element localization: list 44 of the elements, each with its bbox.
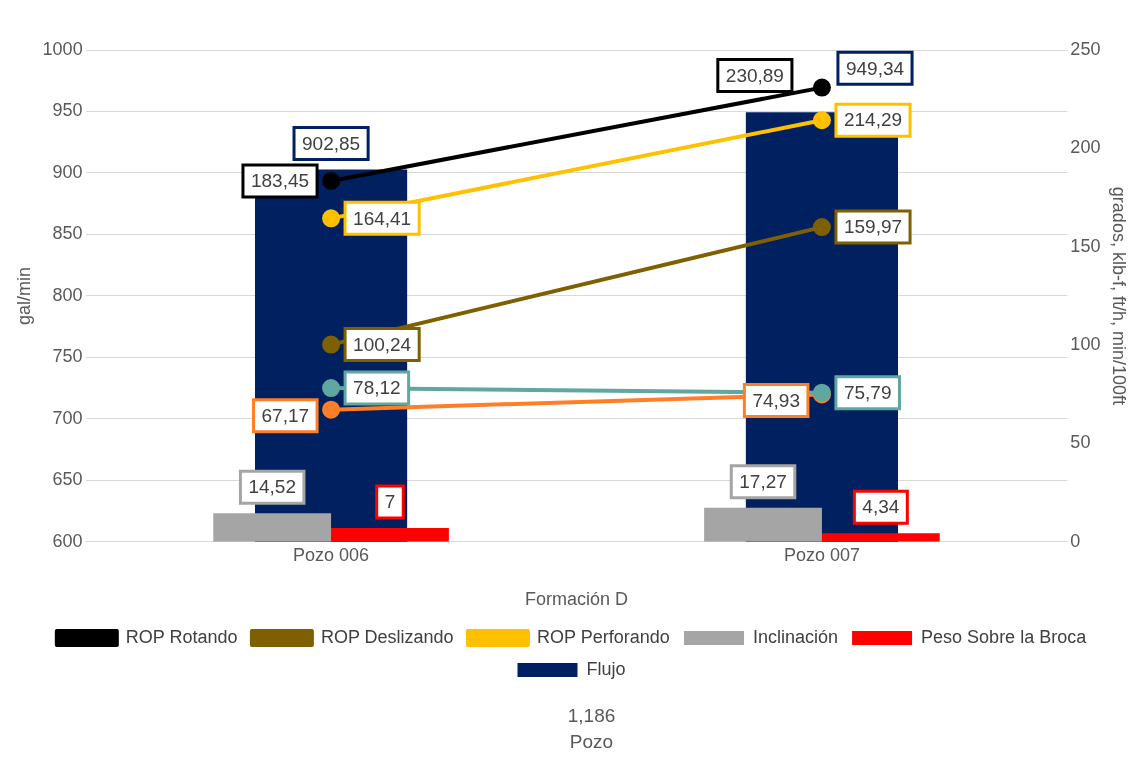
legend-label: ROP Rotando: [125, 626, 238, 647]
data-label: 75,79: [843, 381, 892, 403]
y2-tick-label: 100: [1070, 334, 1101, 355]
text: Pozo: [569, 731, 614, 753]
data-label: 159,97: [843, 216, 903, 238]
x-axis-title: Formación D: [524, 589, 629, 610]
x-tick-label: Pozo 006: [293, 544, 370, 565]
y-tick-label: 950: [52, 100, 83, 121]
y2-tick-label: 200: [1070, 137, 1101, 158]
x-tick-label: Pozo 007: [783, 544, 860, 565]
y-tick-label: 700: [52, 407, 83, 428]
y-axis-title: gal/min: [13, 266, 34, 325]
legend-label: ROP Deslizando: [320, 626, 454, 647]
data-label: 230,89: [725, 64, 784, 86]
legend-label: Peso Sobre la Broca: [921, 626, 1088, 647]
data-label: 164,41: [353, 207, 412, 229]
text: 1,186: [567, 705, 616, 727]
y2-axis-title: grados, klb-f, ft/h, min/100ft: [1109, 186, 1130, 405]
y-tick-label: 900: [52, 161, 83, 182]
data-label: 7: [384, 491, 396, 513]
data-label: 74,93: [752, 389, 800, 411]
y-tick-label: 650: [52, 469, 83, 490]
y-tick-label: 850: [52, 223, 83, 244]
data-label: 67,17: [261, 404, 310, 426]
data-label: 14,52: [248, 476, 296, 498]
y-tick-label: 800: [52, 284, 83, 305]
y2-tick-label: 0: [1070, 530, 1081, 551]
data-label: 17,27: [739, 471, 787, 493]
data-label: 4,34: [862, 496, 900, 518]
data-label: 214,29: [843, 109, 903, 131]
y-tick-label: 750: [52, 346, 83, 367]
data-label: 100,24: [353, 333, 412, 355]
y-tick-label: 600: [52, 530, 83, 551]
data-label: 183,45: [250, 170, 310, 192]
legend-label: ROP Perforando: [536, 626, 670, 647]
y2-tick-label: 150: [1070, 235, 1101, 256]
y2-tick-label: 50: [1070, 432, 1091, 453]
legend-label: Inclinación: [753, 626, 839, 647]
legend-label: Flujo: [586, 658, 626, 679]
data-label: 902,85: [302, 132, 361, 154]
data-label: 78,12: [353, 377, 401, 399]
y-tick-label: 1000: [42, 38, 83, 59]
data-label: 949,34: [845, 57, 905, 79]
y2-tick-label: 250: [1070, 38, 1101, 59]
